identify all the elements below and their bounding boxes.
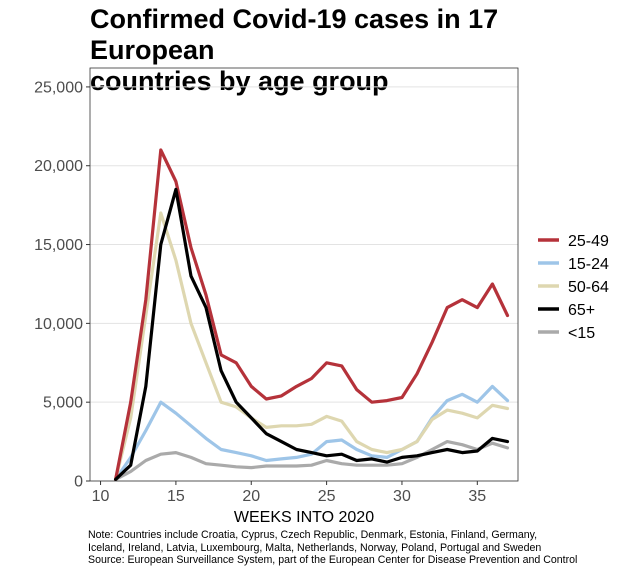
footnote-line-1: Note: Countries include Croatia, Cyprus,…	[88, 529, 538, 541]
chart-title: Confirmed Covid-19 cases in 17 European …	[90, 4, 630, 97]
series-line-65	[113, 187, 510, 481]
y-tick-label: 5,000	[43, 395, 83, 412]
series-lines	[113, 148, 510, 481]
plot-panel-border	[89, 67, 519, 482]
x-tick-label: 10	[92, 488, 110, 505]
footnote-line-2: Iceland, Ireland, Latvia, Luxembourg, Ma…	[88, 541, 542, 554]
y-tick-label: 15,000	[34, 237, 83, 254]
footnote-line-3: Source: European Surveillance System, pa…	[88, 554, 578, 566]
series-line-15	[113, 440, 510, 481]
y-tick-label: 10,000	[34, 316, 83, 333]
y-tick-label: 0	[74, 474, 83, 491]
chart-title-line-1: Confirmed Covid-19 cases in 17 European	[90, 4, 499, 65]
legend-label-5064: 50-64	[568, 279, 609, 296]
x-tick-label: 20	[242, 488, 260, 505]
line-chart: 0 5,000 10,000 15,000 20,000 25,000 10 15 20 25 30…	[34, 67, 609, 526]
legend-label-2549: 25-49	[568, 233, 609, 250]
x-tick-label: 30	[393, 488, 411, 505]
x-axis-label: WEEKS INTO 2020	[234, 509, 374, 526]
y-tick-label: 25,000	[34, 79, 83, 96]
x-tick-label: 35	[468, 488, 486, 505]
legend-label-15: <15	[568, 325, 595, 342]
series-line-5064	[113, 211, 510, 481]
axis-ticks: 0 5,000 10,000 15,000 20,000 25,000 10 15 20 25 30…	[34, 79, 486, 505]
x-tick-label: 15	[167, 488, 185, 505]
x-tick-label: 25	[318, 488, 336, 505]
gridlines	[90, 86, 518, 482]
y-tick-label: 20,000	[34, 158, 83, 175]
legend-label-65: 65+	[568, 302, 595, 319]
legend-label-1524: 15-24	[568, 256, 609, 273]
legend: 25-49 15-24 50-64 65+ <15	[538, 233, 609, 342]
footnote: Note: Countries include Croatia, Cyprus,…	[88, 529, 633, 567]
chart-title-line-2: countries by age group	[90, 66, 389, 96]
series-line-2549	[113, 148, 510, 481]
